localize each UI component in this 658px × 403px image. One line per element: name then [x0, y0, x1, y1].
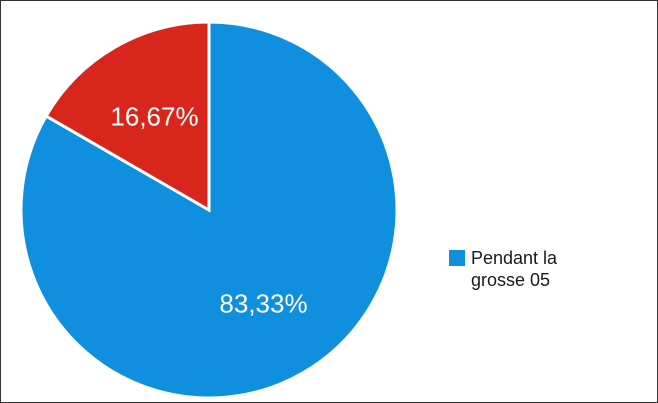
pie-labels: 83,33% 16,67%	[110, 102, 307, 319]
legend-swatch	[449, 250, 465, 266]
pie-slice-label-0: 83,33%	[219, 288, 307, 318]
legend-label: Pendant la grosse 05	[471, 248, 558, 290]
pie-slice-1	[44, 20, 211, 213]
pie-slices	[19, 20, 399, 400]
pie-slice-label-1: 16,67%	[110, 102, 198, 132]
legend: Pendant la grosse 05	[449, 247, 581, 291]
